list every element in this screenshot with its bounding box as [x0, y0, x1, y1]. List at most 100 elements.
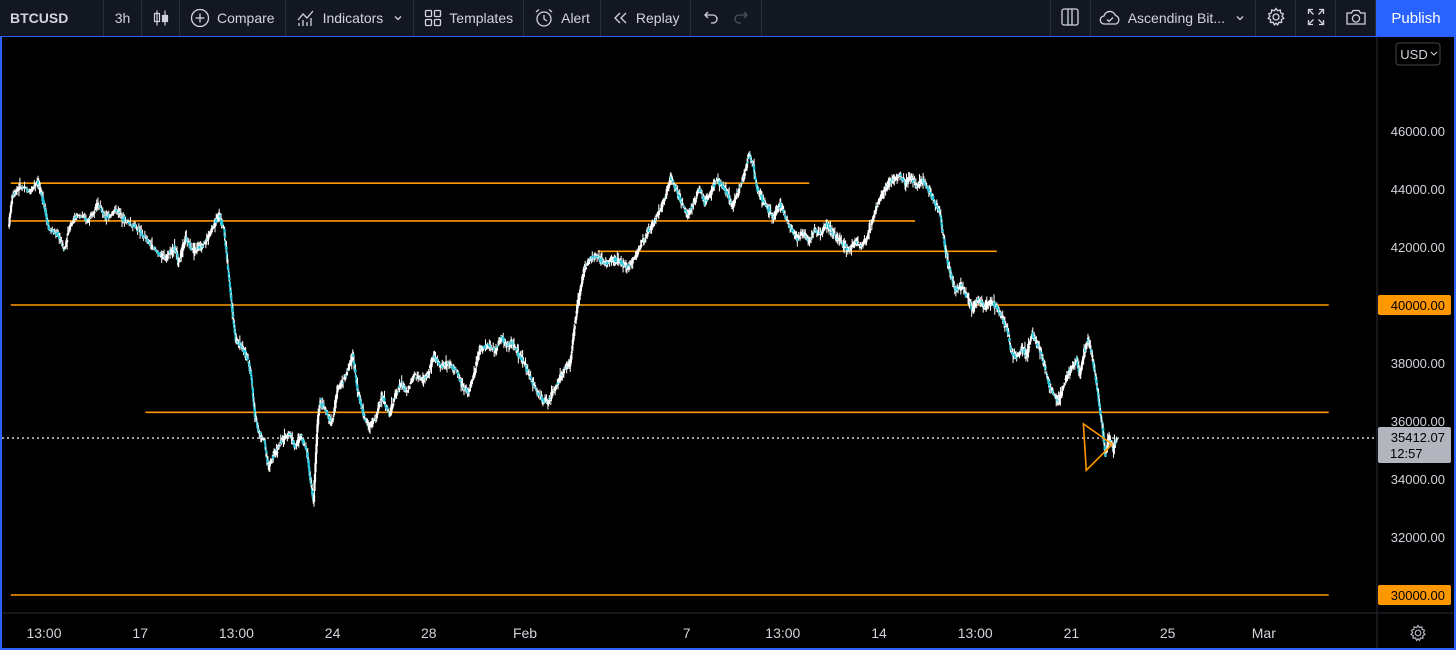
candle-body — [770, 214, 773, 216]
candle-body — [521, 357, 524, 361]
candle-body — [976, 300, 979, 303]
candle-body — [372, 419, 376, 422]
time-axis[interactable]: 13:00 17 13:00 24 28 Feb 7 13:00 14 13:00 21 25 Mar — [26, 625, 1276, 641]
candle-body — [835, 235, 838, 238]
bar-style-button[interactable] — [142, 0, 180, 36]
candle-body — [1063, 383, 1066, 385]
candle-body — [475, 363, 479, 365]
interval-button[interactable]: 3h — [104, 0, 142, 36]
candle-body — [1014, 355, 1018, 358]
candle-body — [877, 198, 881, 204]
redo-icon[interactable] — [733, 9, 749, 28]
fullscreen-button[interactable] — [1296, 0, 1336, 36]
chart-pane[interactable]: 40000.00 30000.00 46000.00 44000.00 42000.00… — [0, 36, 1456, 650]
candle-body — [801, 233, 804, 237]
candle-body — [783, 213, 786, 215]
candle-body — [659, 208, 663, 211]
candle-body — [353, 363, 356, 366]
candle-body — [164, 259, 167, 261]
candle-body — [324, 409, 328, 412]
candle-body — [481, 348, 484, 351]
candle-body — [227, 272, 230, 278]
candle-body — [205, 238, 208, 240]
candle-body — [155, 250, 158, 253]
publish-button[interactable]: Publish — [1376, 0, 1456, 36]
candle-body — [95, 203, 98, 208]
candle-body — [535, 389, 538, 392]
candle-body — [467, 389, 470, 394]
candle-body — [665, 188, 668, 196]
candle-body — [738, 188, 741, 194]
candle-body — [695, 191, 699, 197]
candle-body — [312, 494, 316, 502]
candle-body — [314, 452, 318, 464]
candle-body — [287, 435, 290, 437]
candle-body — [66, 240, 69, 243]
candle-body — [412, 375, 415, 380]
replay-button[interactable]: Replay — [601, 0, 691, 36]
candle-body — [812, 232, 815, 234]
candle-body — [395, 390, 398, 396]
candle-body — [173, 244, 176, 250]
candle-body — [505, 344, 508, 347]
candle-body — [112, 211, 115, 214]
candle-body — [204, 240, 207, 242]
symbol-search-button[interactable]: BTCUSD — [0, 0, 104, 36]
candle-body — [119, 212, 122, 215]
candle-body — [304, 445, 307, 447]
price-axis[interactable]: 40000.00 30000.00 46000.00 44000.00 42000.00… — [1378, 124, 1451, 605]
horizontal-levels[interactable] — [10, 182, 1329, 596]
candle-body — [221, 224, 224, 227]
candle-body — [143, 235, 146, 237]
candle-body — [913, 179, 916, 181]
candle-body — [344, 375, 348, 377]
candle-body — [271, 458, 274, 460]
currency-button[interactable]: USD — [1395, 42, 1441, 66]
candle-body — [802, 231, 805, 233]
templates-button[interactable]: Templates — [414, 0, 525, 36]
drawings[interactable] — [2, 422, 1377, 473]
candle-body — [317, 413, 321, 416]
candle-body — [762, 199, 765, 202]
triangle-drawing[interactable] — [1082, 422, 1114, 473]
candle-body — [156, 251, 160, 255]
time-tick-label: 14 — [871, 625, 887, 641]
candle-body — [1066, 375, 1069, 377]
candle-body — [144, 237, 148, 239]
compare-button[interactable]: Compare — [180, 0, 286, 36]
candle-body — [899, 173, 902, 177]
candle-body — [718, 180, 721, 186]
axis-settings-gear-icon[interactable] — [1410, 624, 1426, 642]
candle-body — [150, 244, 154, 249]
candle-body — [990, 303, 993, 305]
candle-body — [1025, 355, 1028, 357]
snapshot-button[interactable] — [1336, 0, 1376, 36]
layout-select-button[interactable] — [1051, 0, 1091, 36]
candle-body — [342, 382, 345, 384]
undo-icon[interactable] — [703, 9, 719, 28]
candle-body — [18, 183, 21, 185]
settings-button[interactable] — [1256, 0, 1296, 36]
candle-body — [635, 254, 638, 258]
indicators-button[interactable]: Indicators — [286, 0, 415, 36]
candle-body — [1095, 379, 1098, 385]
candle-body — [396, 391, 400, 393]
candle-body — [165, 256, 168, 259]
candle-body — [517, 353, 521, 356]
alert-button[interactable]: Alert — [524, 0, 601, 36]
candle-body — [609, 258, 612, 262]
candle-body — [869, 229, 872, 231]
candle-body — [735, 196, 738, 199]
candle-body — [858, 245, 861, 247]
candle-body — [966, 297, 970, 299]
candle-body — [32, 186, 35, 188]
candle-body — [84, 218, 88, 222]
candle-body — [783, 214, 787, 218]
layout-name-button[interactable]: Ascending Bit... — [1091, 0, 1256, 36]
candle-body — [885, 186, 888, 188]
candle-body — [980, 300, 983, 303]
candle-body — [379, 403, 382, 405]
price-chart[interactable]: 40000.00 30000.00 46000.00 44000.00 42000.00… — [2, 37, 1454, 648]
candle-body — [39, 187, 42, 189]
candle-body — [1115, 439, 1118, 441]
